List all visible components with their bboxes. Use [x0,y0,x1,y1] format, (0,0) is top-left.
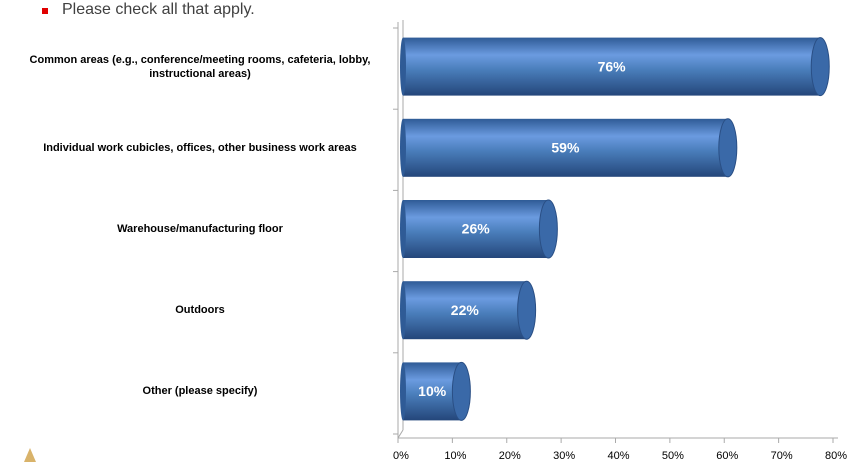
bar [403,37,821,96]
bar-base [400,281,406,340]
value-label: 26% [462,221,491,237]
bar [403,200,549,258]
bullet [42,8,48,14]
x-tick-label: 60% [716,450,738,462]
bar [403,281,527,340]
x-tick-label: 80% [825,450,847,462]
x-tick-label: 20% [499,450,521,462]
bar-cap [451,361,471,421]
bar-base [400,362,406,421]
value-label: 76% [598,58,627,74]
category-label: Other (please specify) [142,385,258,398]
bar [403,118,728,177]
category-label: Outdoors [175,304,225,317]
bar-cap [810,37,830,97]
x-tick-label: 0% [393,450,409,462]
x-tick-label: 70% [771,450,793,462]
x-tick-label: 10% [444,450,466,462]
category-label: Warehouse/manufacturing floor [117,223,283,235]
bar-cap [718,118,738,178]
value-label: 22% [451,302,480,318]
bar-base [400,118,406,177]
bar-cap [517,280,537,340]
category-label: Common areas (e.g., conference/meeting r… [29,53,371,80]
depth-edge [397,429,404,439]
x-tick-label: 30% [553,450,575,462]
category-label: Individual work cubicles, offices, other… [43,141,357,154]
logo [24,448,36,462]
bar-cap [538,199,558,259]
bar-base [400,37,406,96]
x-tick-label: 50% [662,450,684,462]
subtitle: Please check all that apply. [62,1,255,18]
bar-base [400,200,406,258]
value-label: 10% [418,383,447,399]
bar [403,362,462,421]
value-label: 59% [551,140,580,156]
x-tick-label: 40% [607,450,629,462]
